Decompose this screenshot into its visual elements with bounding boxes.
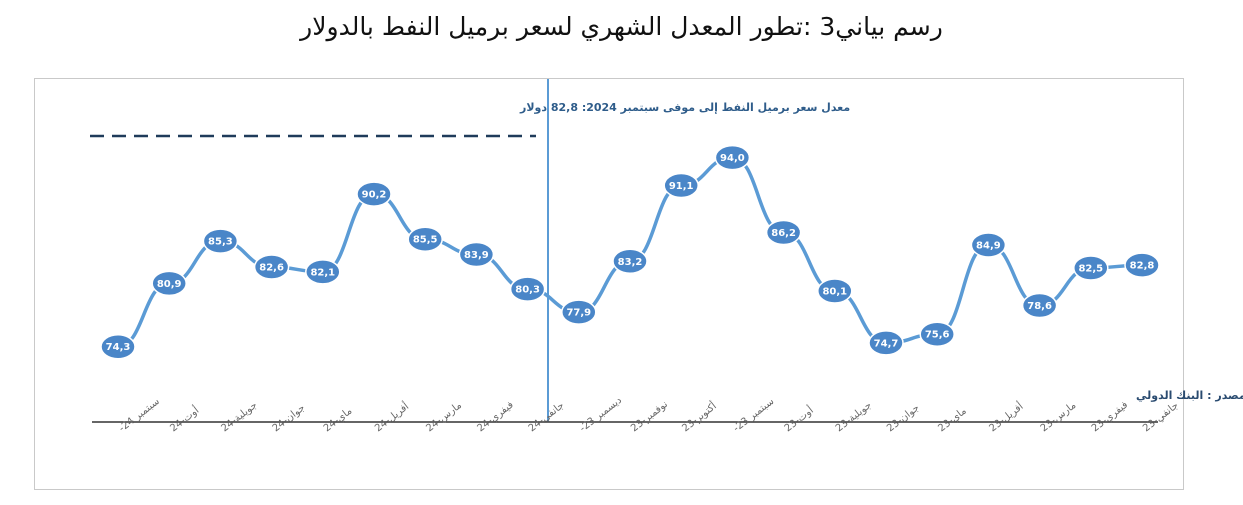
data-label: 80,1 bbox=[822, 287, 847, 298]
x-tick-label: ماي-24 bbox=[322, 406, 354, 435]
data-label: 78,6 bbox=[1027, 301, 1052, 312]
data-label: 85,3 bbox=[208, 237, 233, 248]
data-point bbox=[202, 228, 239, 254]
data-point bbox=[356, 181, 392, 207]
data-label: 84,9 bbox=[976, 240, 1001, 251]
data-label: 94,0 bbox=[720, 153, 745, 164]
data-point bbox=[1073, 255, 1109, 281]
data-label: 80,9 bbox=[157, 279, 182, 290]
data-label: 75,6 bbox=[925, 330, 950, 341]
data-label: 90,2 bbox=[362, 190, 387, 201]
x-tick-label: ديسمبر 23- bbox=[578, 395, 624, 434]
x-tick-label: جانفي-23 bbox=[1141, 400, 1181, 434]
data-point bbox=[561, 299, 597, 325]
data-point bbox=[765, 219, 802, 246]
data-point bbox=[612, 248, 648, 275]
data-point bbox=[458, 241, 495, 268]
x-tick-label: أوت-23 bbox=[781, 403, 815, 434]
x-tick-labels: سبتمبر 24-أوت-24 جويلية-24 جوان-24 ماي-24 أف… bbox=[117, 395, 1181, 434]
data-point bbox=[509, 276, 546, 302]
x-tick-label: جويلية-24 bbox=[219, 400, 259, 435]
x-tick-label: أكتوبر-23 bbox=[679, 399, 719, 434]
data-label: 80,3 bbox=[515, 285, 540, 296]
x-tick-label: جويلية-23 bbox=[834, 400, 874, 435]
source-note: المصدر : البنك الدولي bbox=[1136, 389, 1243, 402]
data-label: 91,1 bbox=[669, 181, 694, 192]
data-label: 82,5 bbox=[1078, 264, 1103, 275]
chart-title: رسم بياني3 :تطور المعدل الشهري لسعر برمي… bbox=[300, 12, 943, 41]
x-tick-label: فيفري-24 bbox=[475, 399, 515, 434]
x-tick-label: أوت-24 bbox=[167, 403, 201, 434]
data-point bbox=[1124, 252, 1160, 278]
x-tick-label: جوان-24 bbox=[271, 402, 308, 434]
x-tick-label: نوفمبر-23 bbox=[629, 399, 670, 434]
data-label: 74,7 bbox=[874, 338, 899, 349]
series-group: 74,3 80,9 85,3 82,6 82,1 90,2 85,5 83,9 80,3 77,9… bbox=[100, 144, 1160, 360]
average-annotation: معدل سعر برميل النفط إلى موفى سبتمبر 202… bbox=[519, 101, 850, 114]
data-label: 83,9 bbox=[464, 250, 489, 261]
data-point bbox=[305, 259, 341, 285]
data-point bbox=[714, 144, 751, 171]
x-tick-label: سبتمبر 23- bbox=[731, 396, 776, 434]
data-label: 86,2 bbox=[771, 228, 796, 239]
data-point bbox=[151, 270, 187, 297]
data-point bbox=[919, 321, 955, 347]
x-tick-label: أفريل-23 bbox=[986, 399, 1026, 434]
x-tick-label: جانفي-24 bbox=[527, 400, 567, 434]
data-label: 77,9 bbox=[566, 308, 591, 319]
data-point bbox=[100, 333, 136, 360]
x-tick-label: فيفري-23 bbox=[1090, 399, 1130, 434]
data-point bbox=[253, 254, 290, 280]
x-tick-label: مارس-23 bbox=[1039, 400, 1079, 434]
data-point bbox=[407, 226, 443, 252]
data-label: 82,6 bbox=[259, 263, 284, 274]
x-tick-label: سبتمبر 24- bbox=[117, 396, 162, 434]
chart-panel bbox=[34, 78, 1184, 490]
data-point bbox=[663, 172, 699, 199]
x-tick-label: مارس-24 bbox=[424, 400, 464, 434]
data-point bbox=[817, 278, 853, 304]
x-tick-label: أفريل-24 bbox=[372, 399, 412, 434]
data-label: 82,8 bbox=[1130, 261, 1155, 272]
data-label: 83,2 bbox=[618, 257, 643, 268]
data-label: 74,3 bbox=[106, 342, 131, 353]
data-point bbox=[970, 232, 1007, 258]
data-point bbox=[868, 330, 904, 356]
x-tick-label: ماي-23 bbox=[936, 406, 968, 435]
data-label: 85,5 bbox=[413, 235, 438, 246]
x-tick-label: جوان-23 bbox=[885, 402, 922, 434]
data-point bbox=[1021, 292, 1058, 319]
data-label: 82,1 bbox=[310, 267, 335, 278]
